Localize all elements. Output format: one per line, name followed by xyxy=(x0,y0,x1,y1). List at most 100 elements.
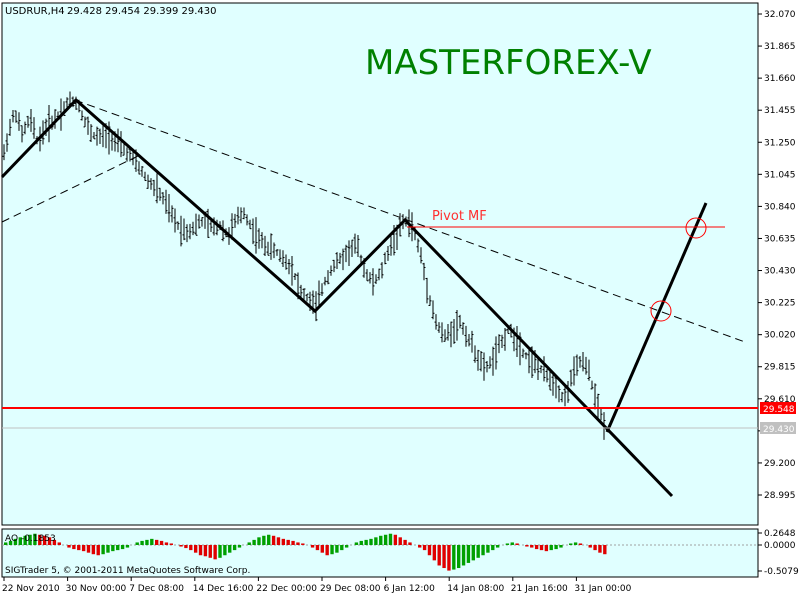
ohlc-bar xyxy=(290,255,294,286)
ao-bar xyxy=(247,542,251,545)
ohlc-bar xyxy=(419,247,423,264)
x-tick-label: 22 Dec 00:00 xyxy=(256,584,317,594)
ao-bar xyxy=(593,545,597,551)
ohlc-bar xyxy=(326,270,330,285)
ao-bar xyxy=(510,542,514,545)
ao-bar xyxy=(544,545,549,552)
ohlc-bar xyxy=(431,300,435,320)
ohlc-bar xyxy=(317,280,321,306)
ohlc-bar xyxy=(170,205,174,223)
ohlc-bar xyxy=(323,276,327,286)
ao-bar xyxy=(228,545,232,553)
target-circle-resistance xyxy=(650,300,672,322)
ao-bar xyxy=(67,545,71,548)
ao-bar xyxy=(403,539,407,545)
ohlc-bar xyxy=(356,234,360,257)
ohlc-bar xyxy=(485,361,489,373)
y-tick-label: 28.995 xyxy=(764,491,796,501)
ao-tick-top: 0.2648 xyxy=(764,529,796,539)
x-tick-label: 14 Jan 08:00 xyxy=(447,584,504,594)
ohlc-bar xyxy=(440,322,444,343)
x-axis: 22 Nov 2010 30 Nov 00:00 7 Dec 08:00 14 Dec… xyxy=(2,577,632,594)
ao-bar xyxy=(442,545,446,569)
ao-bar xyxy=(437,545,441,566)
ao-bar xyxy=(193,545,198,553)
ao-bar xyxy=(505,543,510,545)
x-tick-label: 22 Nov 2010 xyxy=(2,584,60,594)
ohlc-bar xyxy=(569,369,573,387)
ohlc-bar xyxy=(368,272,372,284)
ohlc-bar xyxy=(596,393,600,419)
y-tick-label: 31.660 xyxy=(764,74,796,84)
ao-bar xyxy=(38,534,42,545)
ohlc-bar xyxy=(26,115,30,128)
ohlc-bar xyxy=(251,218,255,245)
ohlc-bar xyxy=(470,330,474,353)
ohlc-bar xyxy=(521,348,525,358)
ohlc-bar xyxy=(593,383,597,410)
ao-bar xyxy=(271,535,276,545)
ohlc-bar xyxy=(494,336,498,370)
x-tick-label: 29 Dec 08:00 xyxy=(320,584,381,594)
ohlc-bar xyxy=(452,319,456,344)
ohlc-bar xyxy=(140,165,144,177)
ao-bar xyxy=(422,545,427,551)
ohlc-bar xyxy=(428,295,432,306)
ao-bar xyxy=(28,534,32,545)
y-tick-label: 31.865 xyxy=(764,42,796,52)
ao-bar xyxy=(549,545,553,551)
ao-bar xyxy=(461,545,466,566)
ao-bar xyxy=(262,535,266,545)
ohlc-bar xyxy=(539,365,543,374)
ao-bar xyxy=(325,545,329,556)
x-tick-label: 30 Nov 00:00 xyxy=(66,584,127,594)
ohlc-bar xyxy=(305,293,309,302)
y-tick-label: 30.225 xyxy=(764,299,796,309)
ohlc-bar xyxy=(176,221,180,230)
ao-bar xyxy=(301,543,305,545)
ohlc-bar xyxy=(344,244,348,263)
ohlc-bar xyxy=(173,208,177,233)
ohlc-bar xyxy=(497,334,501,354)
ohlc-bar xyxy=(476,349,480,371)
ohlc-bar xyxy=(281,250,285,268)
ao-bar xyxy=(559,545,563,548)
ohlc-bar xyxy=(194,213,198,236)
ohlc-bar xyxy=(17,112,21,131)
ohlc-bar xyxy=(371,268,375,296)
ohlc-bar xyxy=(575,354,579,376)
ohlc-bar xyxy=(29,108,33,132)
ao-bar xyxy=(18,537,22,545)
ohlc-bar xyxy=(167,194,171,223)
ohlc-bar xyxy=(353,233,357,254)
ohlc-bar xyxy=(488,356,492,369)
zigzag-wave-line xyxy=(0,97,674,498)
ao-bar xyxy=(159,540,164,545)
y-tick-label: 29.610 xyxy=(764,395,796,405)
ohlc-bar xyxy=(185,224,189,243)
ohlc-bar xyxy=(416,238,420,253)
ao-bar xyxy=(47,537,52,545)
pivot-label: Pivot MF xyxy=(432,209,487,224)
ohlc-bar xyxy=(425,277,429,304)
ao-bar xyxy=(344,545,349,548)
ao-bar xyxy=(476,545,480,558)
ohlc-bar xyxy=(434,314,438,330)
ohlc-bar xyxy=(161,192,165,205)
ohlc-bar xyxy=(422,262,426,281)
ohlc-bar xyxy=(80,110,84,121)
ohlc-bar xyxy=(458,314,462,329)
ao-bar xyxy=(374,537,378,545)
ao-bar xyxy=(603,545,607,555)
ao-bar xyxy=(237,545,242,548)
ao-bar xyxy=(57,542,61,545)
ao-bar xyxy=(72,545,76,550)
ohlc-bar xyxy=(287,258,291,275)
ao-bar xyxy=(257,537,261,545)
ao-bar xyxy=(106,545,110,553)
ohlc-bar xyxy=(314,291,318,322)
ohlc-bar xyxy=(152,179,156,197)
ohlc-bar xyxy=(299,284,303,297)
